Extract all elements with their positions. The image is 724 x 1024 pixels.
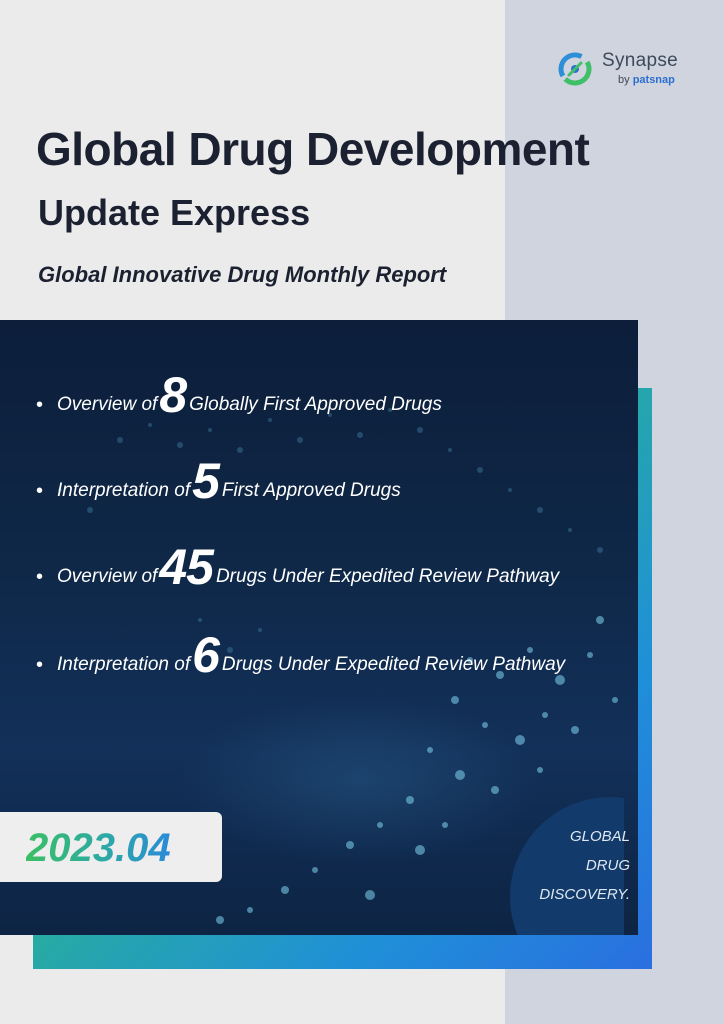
highlight-item: • Overview of 45 Drugs Under Expedited R… xyxy=(36,545,559,589)
discovery-badge-text: GLOBAL DRUG DISCOVERY. xyxy=(530,822,630,909)
highlight-prefix: Overview of xyxy=(57,393,157,417)
highlight-suffix: First Approved Drugs xyxy=(222,479,401,503)
synapse-logo: Synapse by patsnap xyxy=(556,50,706,90)
bullet-dot: • xyxy=(36,393,43,417)
brand-sub-name: patsnap xyxy=(633,74,675,86)
brand-name: Synapse xyxy=(602,50,678,72)
synapse-logo-icon xyxy=(556,50,594,88)
highlight-prefix: Interpretation of xyxy=(57,653,190,677)
bullet-dot: • xyxy=(36,479,43,503)
bullet-dot: • xyxy=(36,653,43,677)
badge-line: DRUG xyxy=(530,851,630,880)
brand-subtitle: by patsnap xyxy=(618,74,675,86)
highlight-number: 45 xyxy=(159,545,213,589)
cover-subtitle: Global Innovative Drug Monthly Report xyxy=(38,262,446,288)
highlight-item: • Interpretation of 5 First Approved Dru… xyxy=(36,459,401,503)
highlight-number: 6 xyxy=(192,633,219,677)
issue-date: 2023.04 xyxy=(26,826,171,871)
issue-date-box: 2023.04 xyxy=(0,812,222,882)
badge-line: DISCOVERY. xyxy=(530,880,630,909)
highlight-suffix: Drugs Under Expedited Review Pathway xyxy=(216,565,559,589)
highlight-item: • Overview of 8 Globally First Approved … xyxy=(36,373,442,417)
highlight-suffix: Drugs Under Expedited Review Pathway xyxy=(222,653,565,677)
highlight-number: 5 xyxy=(192,459,219,503)
brand-sub-prefix: by xyxy=(618,74,630,86)
highlight-item: • Interpretation of 6 Drugs Under Expedi… xyxy=(36,633,565,677)
cover-title-line1: Global Drug Development xyxy=(36,122,589,176)
highlight-prefix: Interpretation of xyxy=(57,479,190,503)
highlight-suffix: Globally First Approved Drugs xyxy=(189,393,442,417)
highlight-prefix: Overview of xyxy=(57,565,157,589)
bullet-dot: • xyxy=(36,565,43,589)
badge-line: GLOBAL xyxy=(530,822,630,851)
highlight-number: 8 xyxy=(159,373,186,417)
cover-title-line2: Update Express xyxy=(38,192,310,234)
